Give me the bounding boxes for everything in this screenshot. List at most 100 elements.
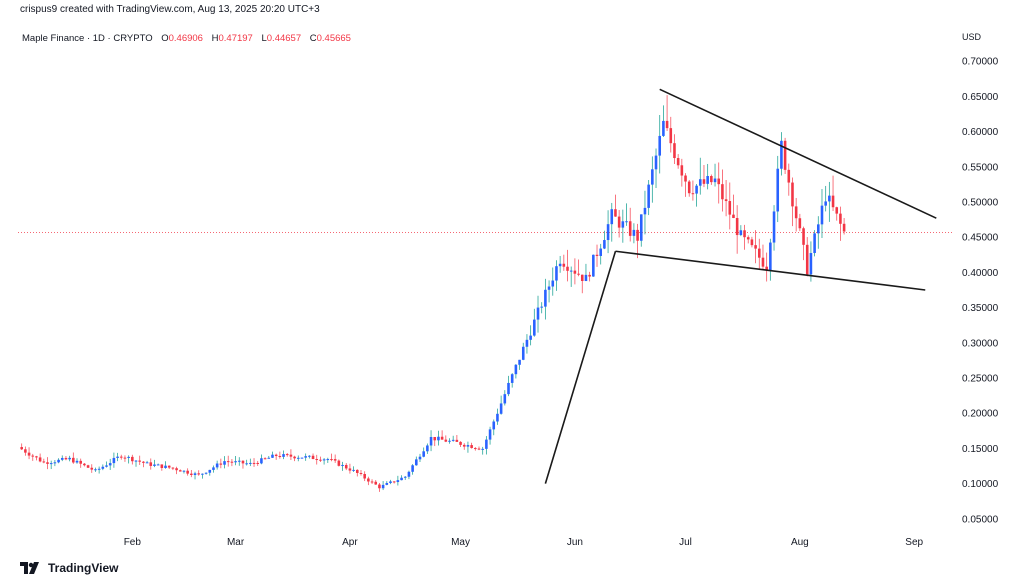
candle-body	[621, 221, 625, 228]
candle-body	[580, 274, 584, 281]
candle-body	[828, 195, 831, 202]
candle-body	[639, 214, 643, 241]
candle-body	[481, 448, 484, 450]
candle-body	[617, 216, 621, 228]
candle-body	[813, 233, 816, 254]
candle-body	[119, 456, 123, 458]
candle-body	[289, 454, 293, 457]
candle-body	[201, 473, 204, 475]
candle-body	[60, 457, 64, 460]
candle-body	[226, 461, 230, 463]
candle-body	[474, 448, 477, 450]
x-tick-label: Aug	[791, 537, 809, 548]
candle-body	[687, 181, 691, 194]
candle-body	[691, 193, 695, 195]
candle-body	[83, 463, 86, 466]
candle-body	[540, 306, 543, 308]
candle-body	[757, 248, 761, 258]
candle-body	[805, 244, 809, 275]
candle-body	[252, 462, 256, 464]
candle-body	[448, 440, 451, 442]
y-axis: USD 0.70000 0.65000 0.60000 0.55000 0.50000 0.…	[962, 32, 999, 525]
candle-body	[344, 464, 348, 469]
x-tick-label: Apr	[342, 537, 358, 548]
candle-body	[739, 230, 743, 236]
candle-body	[510, 374, 514, 383]
candle-body	[558, 263, 562, 267]
x-tick-label: Feb	[124, 537, 142, 548]
candle-body	[647, 184, 650, 208]
candle-body	[64, 457, 68, 460]
candle-body	[53, 462, 57, 464]
candle-body	[525, 339, 529, 347]
candle-body	[79, 460, 82, 464]
candle-body	[282, 454, 285, 457]
candle-body	[411, 465, 414, 472]
candle-body	[592, 254, 595, 277]
candle-body	[485, 439, 488, 449]
candle-body	[569, 270, 573, 272]
candle-body	[348, 468, 352, 471]
candle-body	[466, 445, 470, 447]
open-label: O	[161, 33, 169, 44]
candle-body	[153, 464, 156, 466]
candle-body	[433, 436, 437, 441]
plot-area[interactable]	[18, 28, 954, 552]
candle-body	[175, 468, 178, 471]
candle-body	[820, 205, 824, 225]
candle-body	[470, 445, 473, 449]
y-tick-label: 0.65000	[962, 92, 999, 103]
candle-body	[776, 168, 780, 212]
candle-body	[193, 473, 197, 475]
candle-body	[669, 128, 673, 144]
candle-body	[521, 346, 525, 360]
candle-body	[326, 459, 330, 461]
candle-body	[356, 469, 359, 473]
candle-body	[149, 462, 153, 466]
candle-body	[459, 441, 462, 445]
candle-body	[389, 481, 392, 484]
candle-body	[75, 460, 79, 463]
candle-body	[698, 179, 702, 186]
candle-body	[791, 182, 794, 207]
candle-body	[632, 229, 636, 236]
close-value: 0.45665	[316, 33, 351, 44]
candle-body	[197, 473, 201, 475]
y-tick-label: 0.10000	[962, 479, 999, 490]
candle-body	[422, 451, 425, 457]
candle-body	[676, 158, 680, 166]
candle-body	[352, 469, 355, 471]
candle-body	[680, 165, 684, 176]
trendline-lower	[615, 250, 926, 291]
candle-body	[684, 175, 687, 182]
candle-body	[285, 454, 289, 456]
candle-body	[407, 471, 411, 477]
candle-body	[112, 457, 116, 464]
candle-body	[584, 274, 588, 281]
candle-body	[249, 462, 252, 464]
candle-body	[625, 221, 628, 223]
y-tick-label: 0.70000	[962, 57, 999, 68]
y-tick-label: 0.05000	[962, 514, 999, 525]
candle-body	[94, 469, 97, 471]
candle-body	[761, 257, 765, 267]
candle-body	[614, 209, 617, 217]
tradingview-logo[interactable]: TradingView	[20, 561, 118, 575]
candle-body	[131, 456, 134, 462]
y-tick-label: 0.30000	[962, 338, 999, 349]
candle-body	[134, 460, 138, 462]
candle-body	[27, 452, 31, 456]
candle-body	[658, 135, 662, 156]
candle-body	[724, 199, 728, 202]
candle-body	[330, 459, 333, 461]
y-tick-label: 0.25000	[962, 374, 999, 385]
candle-body	[702, 179, 706, 184]
candle-body	[547, 286, 551, 290]
candle-body	[337, 460, 341, 466]
candle-body	[643, 207, 647, 215]
candle-body	[824, 201, 827, 206]
candle-body	[706, 176, 709, 184]
candle-body	[772, 211, 776, 243]
candle-body	[167, 465, 171, 468]
